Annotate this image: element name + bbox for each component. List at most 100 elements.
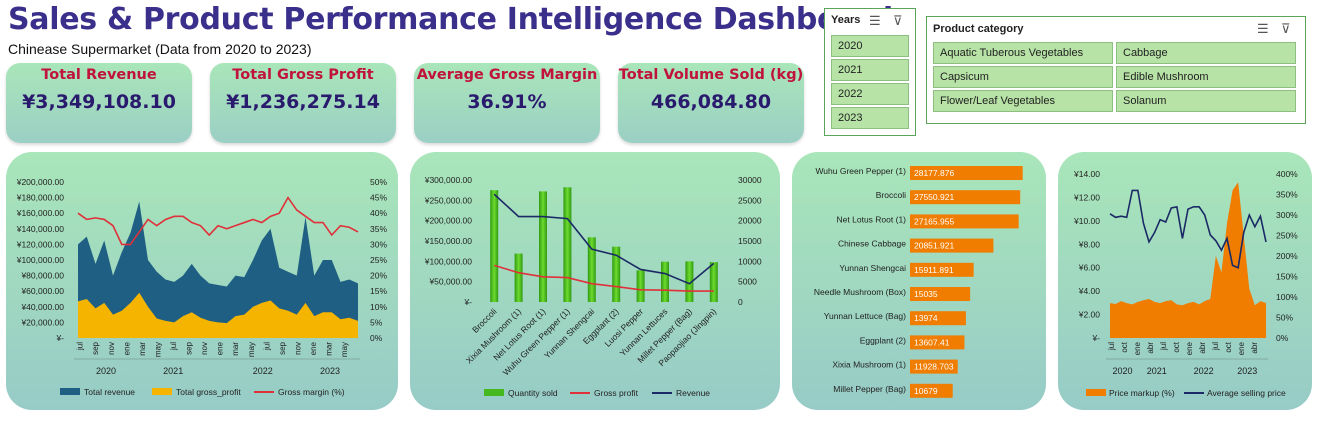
y2-tick-label: 20000 — [738, 216, 762, 226]
x-year-label: 2023 — [1237, 366, 1257, 376]
kpi-label: Total Revenue — [41, 67, 157, 83]
kpi-label: Total Gross Profit — [232, 67, 374, 83]
slicer-item-2023[interactable]: 2023 — [831, 107, 909, 129]
y-tick-label: ¥- — [1091, 333, 1100, 343]
volume-bar — [910, 166, 1023, 180]
y2-tick-label: 50% — [370, 177, 387, 187]
x-year-label: 2021 — [163, 366, 183, 376]
legend-label: Price markup (%) — [1109, 388, 1175, 398]
slicer-item-2020[interactable]: 2020 — [831, 35, 909, 57]
slicer-item-2021[interactable]: 2021 — [831, 59, 909, 81]
legend-label: Gross margin (%) — [278, 387, 345, 397]
y2-tick-label: 15000 — [738, 236, 762, 246]
x-year-label: 2020 — [1112, 366, 1132, 376]
quantity-bar — [709, 262, 718, 302]
y2-tick-label: 20% — [370, 271, 387, 281]
slicer-item-2022[interactable]: 2022 — [831, 83, 909, 105]
quantity-bar — [490, 190, 499, 302]
kpi-value: 466,084.80 — [650, 91, 772, 113]
y-tick-label: ¥6.00 — [1078, 263, 1101, 273]
x-month-label: may — [153, 342, 162, 357]
page-title: Sales & Product Performance Intelligence… — [8, 2, 893, 37]
x-month-label: abr — [1198, 342, 1207, 354]
y-category-label: Broccoli — [876, 190, 906, 200]
y-tick-label: ¥80,000.00 — [20, 271, 64, 281]
x-month-label: ene — [309, 341, 318, 355]
data-label: 27550.921 — [914, 192, 954, 202]
x-month-label: nov — [293, 342, 302, 355]
slicer-item-flower-leaf[interactable]: Flower/Leaf Vegetables — [933, 90, 1113, 112]
x-month-label: ene — [1185, 341, 1194, 355]
slicer-item-edible-mushroom[interactable]: Edible Mushroom — [1116, 66, 1296, 88]
x-month-label: oct — [1224, 341, 1233, 352]
y2-tick-label: 15% — [370, 286, 387, 296]
x-year-label: 2021 — [1147, 366, 1167, 376]
volume-bar — [910, 311, 966, 326]
quantity-bar — [563, 187, 572, 302]
kpi-total-volume-sold: Total Volume Sold (kg) 466,084.80 — [618, 63, 804, 143]
x-month-label: mar — [231, 342, 240, 356]
data-label: 15911.891 — [914, 265, 954, 275]
y2-tick-label: 0% — [1276, 333, 1289, 343]
y2-tick-label: 350% — [1276, 190, 1298, 200]
legend-swatch — [1086, 389, 1106, 396]
kpi-value: ¥3,349,108.10 — [22, 91, 176, 113]
x-month-label: ene — [1133, 341, 1142, 355]
y2-tick-label: 10000 — [738, 256, 762, 266]
quantity-bar — [514, 253, 523, 302]
y-tick-label: ¥300,000.00 — [424, 175, 473, 185]
x-year-label: 2023 — [320, 366, 340, 376]
volume-bar — [910, 359, 958, 374]
slicer-item-solanum[interactable]: Solanum — [1116, 90, 1296, 112]
years-slicer-title: Years — [831, 14, 861, 26]
slicer-item-cabbage[interactable]: Cabbage — [1116, 42, 1296, 64]
multi-select-icon[interactable]: ☰ — [1257, 21, 1269, 36]
multi-select-icon[interactable]: ☰ — [869, 13, 881, 28]
legend-label: Average selling price — [1207, 388, 1286, 398]
y-tick-label: ¥4.00 — [1078, 286, 1101, 296]
volume-bar — [910, 238, 994, 253]
y-tick-label: ¥50,000.00 — [428, 277, 472, 287]
y2-tick-label: 5% — [370, 317, 383, 327]
price-markup-area — [1110, 182, 1266, 338]
top-products-chart: ¥- ¥50,000.00 ¥100,000.00 ¥150,000.00 ¥200,0… — [424, 175, 762, 398]
x-month-label: abr — [1146, 342, 1155, 354]
revenue-margin-chart: ¥- ¥20,000.00 ¥40,000.00 ¥60,000.00 ¥80,000.… — [16, 177, 388, 397]
y2-tick-label: 25% — [370, 255, 387, 265]
y-tick-label: ¥2.00 — [1078, 310, 1101, 320]
y2-tick-label: 200% — [1276, 251, 1298, 261]
y-tick-label: ¥12.00 — [1073, 192, 1100, 202]
y-category-label: Wuhu Green Pepper (1) — [815, 166, 906, 176]
page-subtitle: Chinease Supermarket (Data from 2020 to … — [8, 41, 312, 57]
quantity-bar — [539, 191, 547, 302]
volume-bar — [910, 262, 974, 277]
slicer-item-capsicum[interactable]: Capsicum — [933, 66, 1113, 88]
gross-margin-line — [77, 196, 359, 246]
slicer-item-aquatic[interactable]: Aquatic Tuberous Vegetables — [933, 42, 1113, 64]
kpi-total-gross-profit: Total Gross Profit ¥1,236,275.14 — [210, 63, 396, 143]
data-label: 13607.41 — [914, 337, 950, 347]
clear-filter-icon[interactable]: ⊽ — [1281, 21, 1291, 36]
years-slicer: Years ☰ ⊽ 2020 2021 2022 2023 — [824, 8, 916, 136]
y-tick-label: ¥120,000.00 — [16, 239, 65, 249]
y-category-label: Net Lotus Root (1) — [837, 214, 907, 224]
y-tick-label: ¥14.00 — [1073, 169, 1100, 179]
y2-tick-label: 45% — [370, 193, 387, 203]
kpi-average-gross-margin: Average Gross Margin 36.91% — [414, 63, 600, 143]
legend-label: Revenue — [676, 388, 710, 398]
legend-swatch — [60, 388, 80, 395]
y2-tick-label: 10% — [370, 302, 387, 312]
y2-tick-label: 40% — [370, 208, 387, 218]
gross-profit-area — [78, 292, 358, 338]
data-label: 11928.703 — [914, 362, 954, 372]
clear-filter-icon[interactable]: ⊽ — [893, 13, 903, 28]
y-tick-label: ¥100,000.00 — [424, 256, 473, 266]
x-month-label: ene — [216, 341, 225, 355]
y-category-label: Eggplant (2) — [860, 335, 906, 345]
y2-tick-label: 35% — [370, 224, 387, 234]
x-month-label: jul — [1211, 342, 1220, 351]
y-tick-label: ¥160,000.00 — [16, 208, 65, 218]
data-label: 13974 — [914, 313, 938, 323]
y-category-label: Yunnan Lettuce (Bag) — [824, 311, 906, 321]
x-year-label: 2022 — [1194, 366, 1214, 376]
